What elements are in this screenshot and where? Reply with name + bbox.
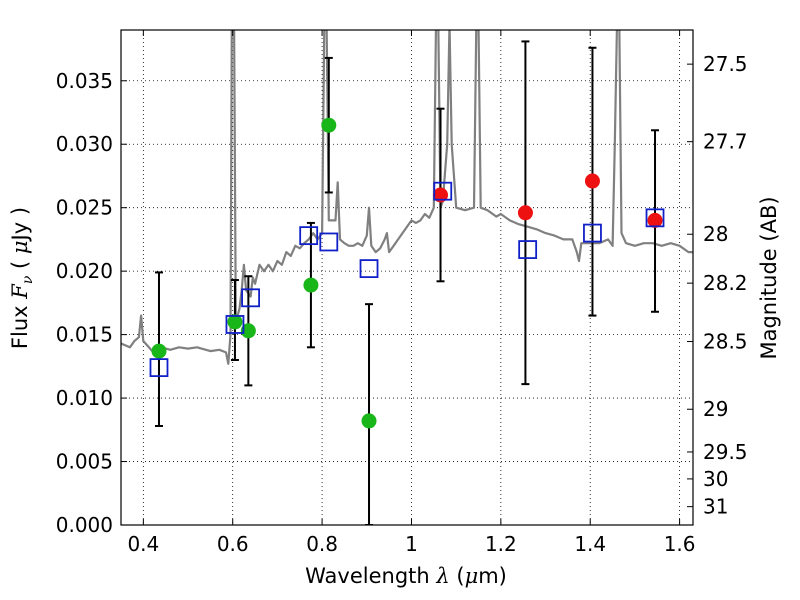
y-tick-label: 0.020 <box>56 259 113 283</box>
y2-tick-label: 28.5 <box>703 330 748 354</box>
model-square <box>583 223 602 243</box>
model-square <box>241 288 260 308</box>
grid <box>121 30 693 526</box>
y2-tick-label: 29 <box>703 397 728 421</box>
model-square <box>433 181 453 201</box>
y-tick-label: 0.025 <box>56 196 113 220</box>
x-tick-label: 1.4 <box>574 532 606 556</box>
plot-data <box>121 30 693 525</box>
y-tick-label: 0.015 <box>56 323 113 347</box>
plot-frame <box>120 29 694 526</box>
x-tick-label: 0.6 <box>217 532 249 556</box>
x-tick-label: 0.8 <box>306 532 338 556</box>
y-tick-label: 0.010 <box>56 386 113 410</box>
red-point <box>647 212 663 228</box>
y-tick-label: 0.035 <box>56 69 113 93</box>
axes: 0.4 0.6 0.8 1 1.2 1.4 1.6 0.000 0.005 0.010 0.015 0… <box>56 30 748 556</box>
x-tick-label: 1 <box>405 532 418 556</box>
y2-tick-label: 27.7 <box>703 130 748 154</box>
green-point <box>240 323 256 339</box>
spectrum-line <box>121 30 693 365</box>
x-tick-label: 0.4 <box>127 532 159 556</box>
green-point <box>227 314 243 330</box>
model-square <box>645 208 665 228</box>
y2-tick-label: 29.5 <box>703 440 748 464</box>
y2-tick-label: 28 <box>703 222 728 246</box>
model-square <box>359 259 379 279</box>
red-point <box>584 173 600 189</box>
green-point <box>151 343 167 359</box>
y2-tick-label: 28.2 <box>703 271 748 295</box>
y-tick-label: 0.005 <box>56 450 113 474</box>
x-axis-title: Wavelength λ (μm) <box>305 564 507 588</box>
green-point <box>361 413 377 429</box>
y-tick-label: 0.000 <box>56 513 113 537</box>
x-tick-label: 1.2 <box>485 532 517 556</box>
y-axis-title: Flux Fν ( μJy ) <box>8 207 36 349</box>
model-square <box>299 226 319 246</box>
green-point <box>321 117 337 133</box>
y-tick-label: 0.030 <box>56 132 113 156</box>
red-point <box>433 187 449 203</box>
model-square <box>518 240 538 259</box>
green-point <box>303 277 319 293</box>
y2-tick-label: 31 <box>703 495 728 519</box>
red-point <box>517 205 533 221</box>
model-square <box>225 315 245 334</box>
y2-tick-label: 27.5 <box>703 52 748 76</box>
y2-axis-title: Magnitude (AB) <box>757 196 781 359</box>
model-square <box>149 358 169 378</box>
model-square <box>319 232 339 252</box>
x-tick-label: 1.6 <box>664 532 696 556</box>
y2-tick-label: 30 <box>703 467 728 491</box>
